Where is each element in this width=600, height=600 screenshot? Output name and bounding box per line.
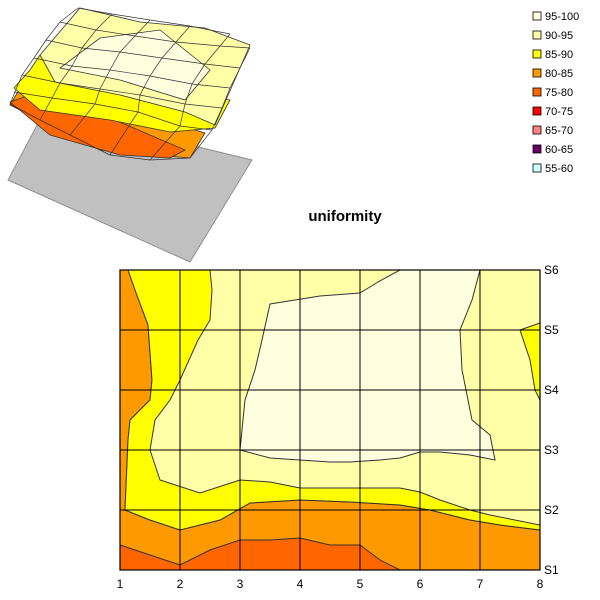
- contour-frame: [119, 269, 541, 571]
- surface-chart: [7, 7, 253, 263]
- y-tick-label: S2: [544, 503, 559, 517]
- legend-label: 55-60: [545, 163, 573, 175]
- y-tick-label: S6: [544, 263, 559, 277]
- contour-region-85-90: [124, 269, 541, 531]
- contour-region-85-90-right: [519, 322, 541, 401]
- x-tick-label: 7: [477, 577, 484, 591]
- y-tick-label: S5: [544, 323, 559, 337]
- legend-swatch: [532, 30, 542, 40]
- legend-swatch: [532, 163, 542, 173]
- legend-label: 65-70: [545, 125, 573, 137]
- x-tick-label: 5: [357, 577, 364, 591]
- legend-swatch: [532, 68, 542, 78]
- surface-mesh: [9, 7, 251, 161]
- y-tick-label: S4: [544, 383, 559, 397]
- legend-label: 95-100: [545, 11, 579, 23]
- x-tick-label: 6: [417, 577, 424, 591]
- surface-band-95-100: [59, 29, 211, 101]
- legend-label: 90-95: [545, 30, 573, 42]
- legend-swatch: [532, 125, 542, 135]
- legend-label: 60-65: [545, 144, 573, 156]
- x-tick-label: 4: [297, 577, 304, 591]
- contour-ticks: 1 2 3 4 5 6 7 8S1 S2 S3 S4 S5 S6: [117, 263, 559, 591]
- legend-label: 85-90: [545, 49, 573, 61]
- surface-edge: [9, 103, 191, 161]
- legend-label: 75-80: [545, 87, 573, 99]
- chart-title: uniformity: [308, 208, 382, 225]
- legend-swatch: [532, 87, 542, 97]
- legend-swatch: [532, 106, 542, 116]
- y-tick-label: S1: [544, 563, 559, 577]
- legend-swatch: [532, 49, 542, 59]
- y-tick-label: S3: [544, 443, 559, 457]
- x-tick-label: 8: [537, 577, 544, 591]
- legend-swatch: [532, 144, 542, 154]
- contour-chart: 1 2 3 4 5 6 7 8S1 S2 S3 S4 S5 S6: [117, 263, 559, 591]
- x-tick-label: 2: [177, 577, 184, 591]
- legend-label: 80-85: [545, 68, 573, 80]
- x-tick-label: 3: [237, 577, 244, 591]
- legend-label: 70-75: [545, 106, 573, 118]
- legend: 95-100 90-95 85-90 80-85 75-80 70-75 65-70 60-6…: [532, 11, 579, 175]
- x-tick-label: 1: [117, 577, 124, 591]
- contour-grid: [120, 270, 540, 570]
- legend-swatch: [532, 11, 542, 21]
